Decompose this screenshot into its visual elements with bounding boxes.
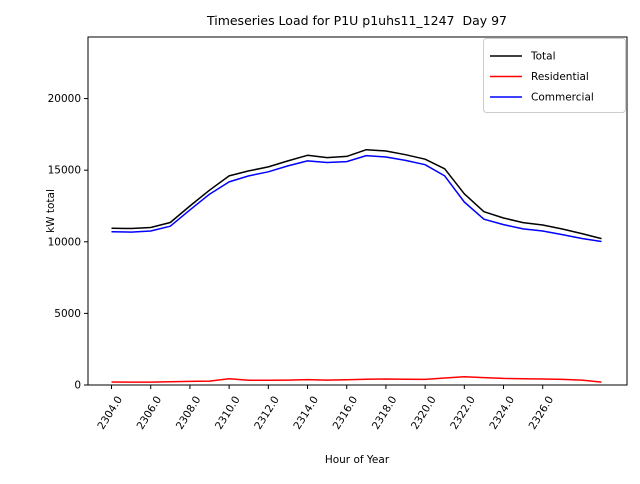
x-tick-label: 2304.0: [95, 394, 125, 432]
x-tick-label: 2318.0: [370, 394, 400, 432]
x-tick-label: 2310.0: [213, 394, 243, 432]
y-axis-ticks: 0 5000 10000 15000 20000: [48, 93, 88, 392]
y-axis-label: kW total: [45, 189, 57, 233]
x-tick-label: 2326.0: [527, 394, 557, 432]
x-tick-label: 2320.0: [409, 394, 439, 432]
y-tick-label: 5000: [54, 308, 81, 320]
x-tick-label: 2306.0: [135, 394, 165, 432]
x-tick-label: 2322.0: [448, 394, 478, 432]
x-tick-label: 2308.0: [174, 394, 204, 432]
x-tick-label: 2324.0: [487, 394, 517, 432]
y-tick-label: 20000: [48, 93, 81, 105]
plot-area-border: [87, 36, 628, 386]
legend: Total Residential Commercial: [483, 38, 626, 113]
legend-label-commercial: Commercial: [531, 92, 594, 104]
x-tick-label: 2312.0: [252, 394, 282, 432]
x-tick-label: 2316.0: [331, 394, 361, 432]
y-tick-label: 0: [74, 380, 81, 392]
series-line-total: [111, 148, 602, 240]
legend-label-total: Total: [530, 51, 556, 63]
x-axis-label: Hour of Year: [325, 454, 390, 466]
series-lines: [111, 148, 602, 383]
x-tick-label: 2314.0: [291, 394, 321, 432]
y-tick-label: 10000: [48, 236, 81, 248]
series-line-commercial: [111, 154, 602, 243]
x-axis-ticks: 2304.0 2306.0 2308.0 2310.0 2312.0 2314.0 2316…: [95, 385, 556, 432]
series-line-residential: [111, 375, 602, 383]
legend-box: [483, 38, 626, 113]
chart-title: Timeseries Load for P1U p1uhs11_1247 Day…: [206, 13, 507, 28]
legend-label-residential: Residential: [531, 71, 589, 83]
y-tick-label: 15000: [48, 165, 81, 177]
